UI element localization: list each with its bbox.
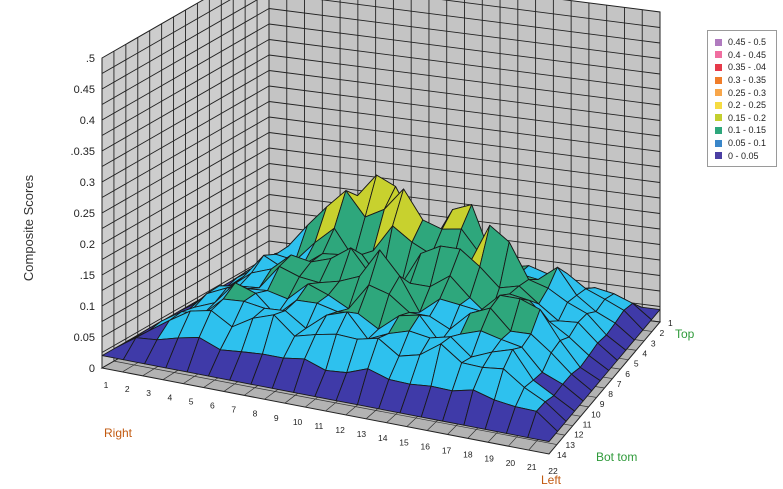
- legend-label: 0.05 - 0.1: [728, 138, 767, 149]
- z-axis-ticks: .5 0.45 0.4 .0.35 0.3 0.25 0.2 .15 0.1 0.05 0: [71, 53, 95, 375]
- x-tick-label: 22: [548, 466, 558, 476]
- x-tick-label: 3: [146, 388, 151, 398]
- legend-swatch: [715, 139, 722, 147]
- x-tick-label: 20: [506, 458, 516, 468]
- z-axis-label: Composite Scores: [21, 174, 36, 281]
- legend-item: 0 - 0.05: [715, 149, 776, 162]
- legend-swatch: [715, 101, 722, 109]
- legend-item: 0.2 - 0.25: [715, 99, 776, 112]
- legend-swatch: [715, 51, 722, 59]
- legend-label: 0.35 - .04: [728, 62, 767, 73]
- x-tick-label: 21: [527, 462, 537, 472]
- label-left: Left: [541, 473, 562, 487]
- legend-label: 0.4 - 0.45: [728, 49, 767, 60]
- legend-label: 0.1 - 0.15: [728, 125, 767, 136]
- label-right: Right: [104, 426, 133, 440]
- legend-swatch: [715, 38, 722, 46]
- legend-label: 0 - 0.05: [728, 150, 759, 161]
- x-tick-label: 7: [231, 405, 236, 415]
- y-tick-label: 7: [617, 379, 622, 389]
- legend-swatch: [715, 63, 722, 71]
- x-axis-ticks: 1 2 3 4 5 6 7 8 9 10 11 12 13 14 15 16 17 18 19 20 21 22: [104, 380, 558, 476]
- legend-swatch: [715, 114, 722, 122]
- z-tick-label: 0.45: [74, 84, 95, 96]
- y-tick-label: 5: [634, 359, 639, 369]
- y-tick-label: 13: [566, 440, 576, 450]
- label-top: Top: [675, 327, 695, 341]
- legend-label: 0.15 - 0.2: [728, 112, 767, 123]
- legend-label: 0.25 - 0.3: [728, 87, 767, 98]
- x-tick-label: 16: [421, 441, 431, 451]
- y-tick-label: 9: [600, 399, 605, 409]
- y-tick-label: 6: [625, 369, 630, 379]
- x-tick-label: 19: [484, 454, 494, 464]
- x-tick-label: 5: [189, 396, 194, 406]
- legend-swatch: [715, 152, 722, 160]
- legend-item: 0.35 - .04: [715, 61, 776, 74]
- legend: 0.45 - 0.5 0.4 - 0.45 0.35 - .04 0.3 - 0.35…: [707, 30, 777, 167]
- surface-facet: [527, 410, 558, 443]
- legend-item: 0.15 - 0.2: [715, 112, 776, 125]
- z-tick-label: 0.4: [80, 115, 95, 127]
- legend-label: 0.3 - 0.35: [728, 75, 767, 86]
- z-tick-label: 0: [89, 363, 95, 375]
- legend-swatch: [715, 76, 722, 84]
- legend-swatch: [715, 126, 722, 134]
- z-tick-label: 0.3: [80, 177, 95, 189]
- y-tick-label: 3: [651, 338, 656, 348]
- z-tick-label: 0.05: [74, 332, 95, 344]
- y-tick-label: 10: [591, 409, 601, 419]
- x-tick-label: 18: [463, 450, 473, 460]
- legend-item: 0.3 - 0.35: [715, 74, 776, 87]
- legend-item: 0.45 - 0.5: [715, 36, 776, 49]
- y-tick-label: 12: [574, 430, 584, 440]
- x-tick-label: 9: [274, 413, 279, 423]
- z-tick-label: 0.2: [80, 239, 95, 251]
- x-tick-label: 15: [399, 437, 409, 447]
- x-tick-label: 4: [167, 392, 172, 402]
- legend-item: 0.25 - 0.3: [715, 86, 776, 99]
- z-tick-label: .5: [86, 53, 95, 65]
- z-tick-label: 0.1: [80, 301, 95, 313]
- legend-label: 0.2 - 0.25: [728, 100, 767, 111]
- x-tick-label: 2: [125, 384, 130, 394]
- y-tick-label: 14: [557, 450, 567, 460]
- y-tick-label: 11: [583, 420, 592, 430]
- x-tick-label: 10: [293, 417, 303, 427]
- z-tick-label: .0.35: [71, 146, 95, 158]
- legend-item: 0.1 - 0.15: [715, 124, 776, 137]
- z-tick-label: 0.25: [74, 208, 95, 220]
- surface-plot: [101, 174, 661, 443]
- legend-item: 0.05 - 0.1: [715, 137, 776, 150]
- z-tick-label: .15: [80, 270, 95, 282]
- x-tick-label: 1: [104, 380, 109, 390]
- y-tick-label: 1: [668, 318, 673, 328]
- x-tick-label: 8: [253, 409, 258, 419]
- y-tick-label: 4: [642, 348, 647, 358]
- x-tick-label: 13: [357, 429, 367, 439]
- x-tick-label: 11: [314, 421, 323, 431]
- x-tick-label: 14: [378, 433, 388, 443]
- x-tick-label: 17: [442, 446, 452, 456]
- legend-item: 0.4 - 0.45: [715, 49, 776, 62]
- label-bottom: Bot tom: [596, 450, 637, 464]
- legend-label: 0.45 - 0.5: [728, 37, 767, 48]
- y-tick-label: 2: [659, 328, 664, 338]
- x-tick-label: 12: [335, 425, 345, 435]
- y-tick-label: 8: [608, 389, 613, 399]
- x-tick-label: 6: [210, 400, 215, 410]
- legend-swatch: [715, 89, 722, 97]
- floor-gridline: [113, 360, 557, 445]
